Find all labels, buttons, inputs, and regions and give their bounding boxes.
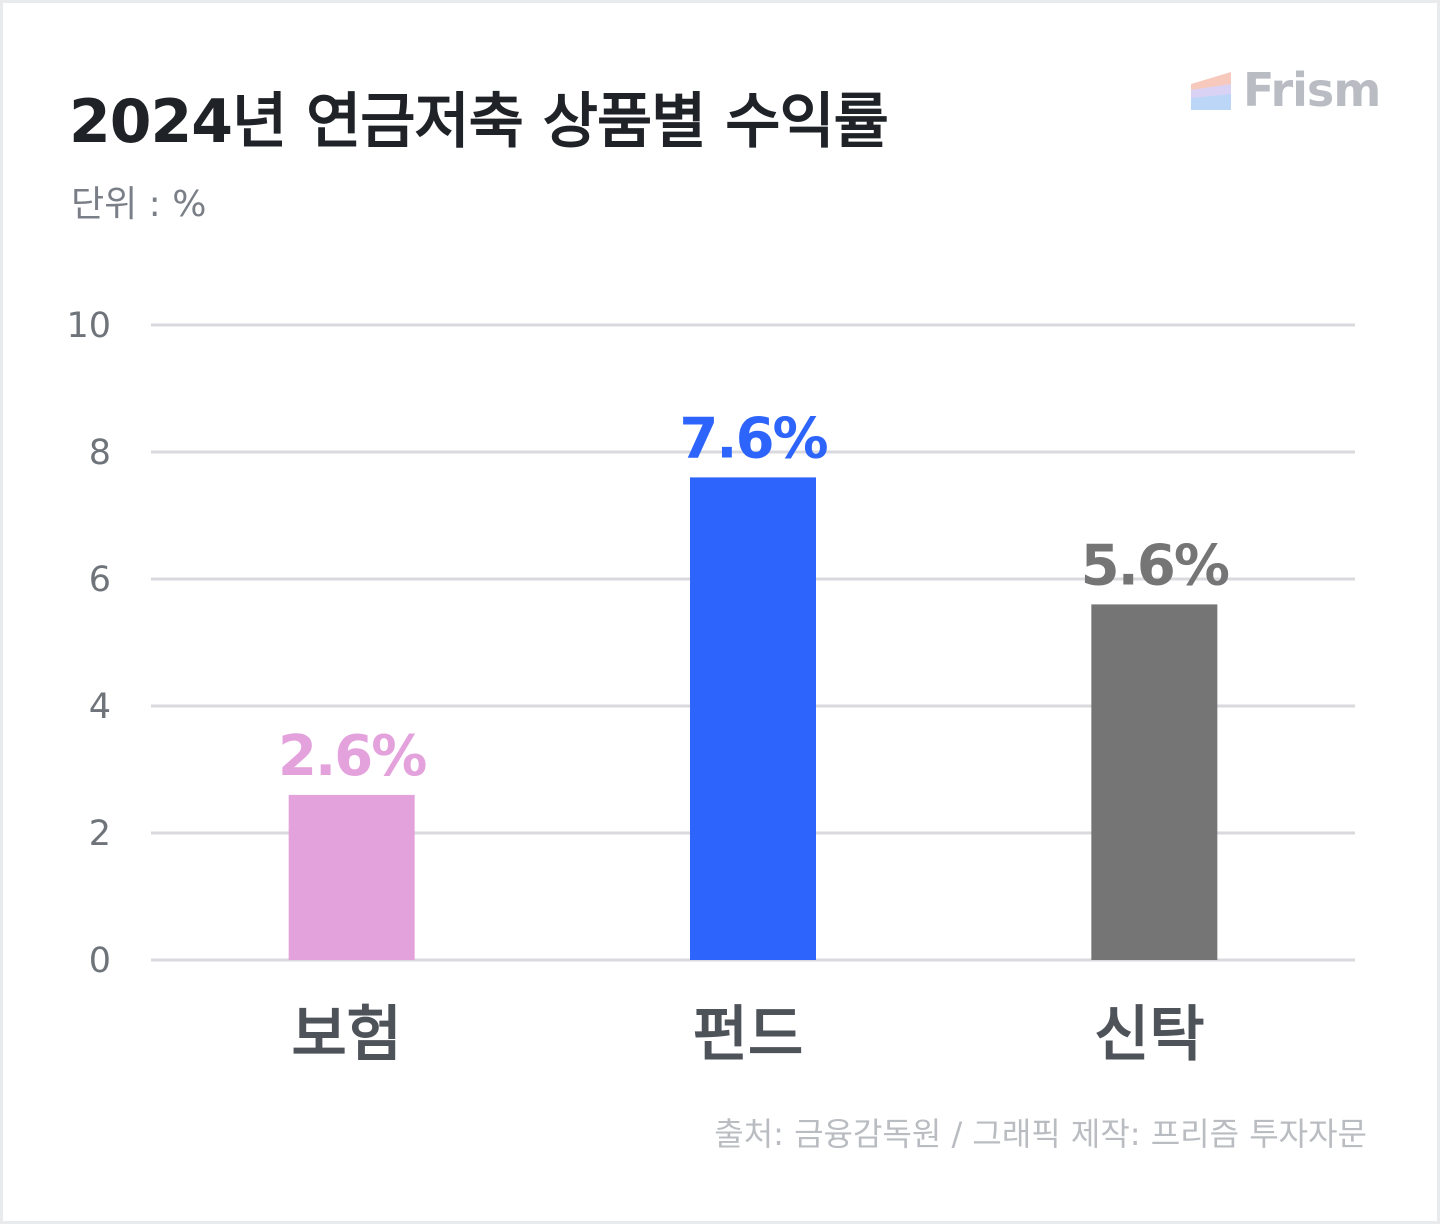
y-tick-label: 8 xyxy=(89,433,111,473)
bar-data-label: 2.6% xyxy=(278,724,426,789)
bar-data-label: 5.6% xyxy=(1081,533,1229,598)
unit-label: 단위 : % xyxy=(71,184,207,225)
bar xyxy=(690,477,816,960)
chart-card: 2024년 연금저축 상품별 수익률 단위 : % Frism 0 2 4 6 8 10 2… xyxy=(3,3,1437,1221)
x-category-label: 보험 xyxy=(291,1000,401,1070)
chart-title: 2024년 연금저축 상품별 수익률 xyxy=(69,87,889,157)
bar-chart: 0 2 4 6 8 10 2.6% 보험 7.6% 펀드 5.6% 신탁 xyxy=(66,306,1355,1070)
y-tick-label: 2 xyxy=(89,814,111,854)
source-note: 출처: 금융감독원 / 그래픽 제작: 프리즘 투자자문 xyxy=(714,1115,1367,1153)
y-tick-label: 6 xyxy=(89,560,111,600)
brand-name: Frism xyxy=(1243,63,1381,117)
x-category-label: 펀드 xyxy=(693,1000,803,1070)
bar xyxy=(288,794,415,960)
x-category-label: 신탁 xyxy=(1094,1000,1204,1070)
y-tick-label: 0 xyxy=(89,941,111,981)
y-tick-label: 10 xyxy=(66,306,111,346)
y-tick-label: 4 xyxy=(89,687,111,727)
prism-stripes-icon xyxy=(1191,72,1231,110)
bar-data-label: 7.6% xyxy=(679,406,827,471)
brand-logo: Frism xyxy=(1191,63,1381,117)
bar xyxy=(1091,604,1218,960)
